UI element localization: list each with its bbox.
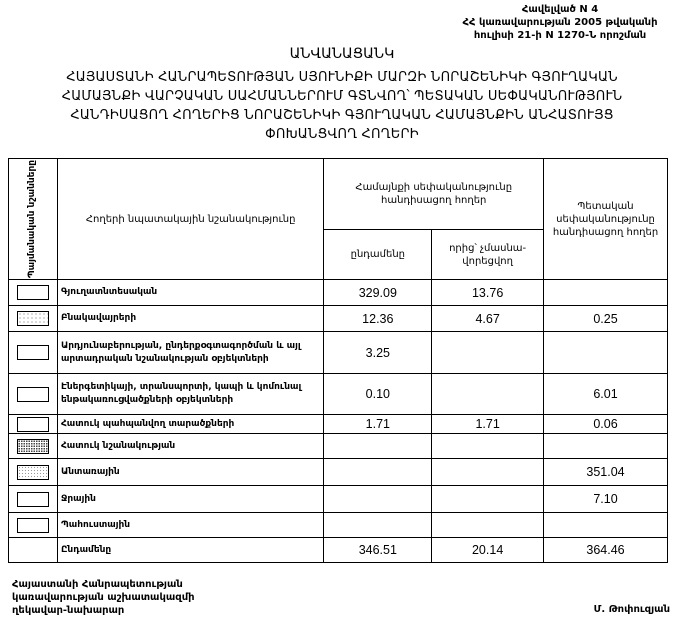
community-non-privatized	[431, 373, 545, 415]
table-row: Բնակավայրերի 12.36 4.67 0.25	[8, 305, 668, 332]
annex-reference: Հավելված N 4 ՀՀ կառավարության 2005 թվակա…	[450, 3, 670, 42]
purpose-label: Անտառային	[56, 458, 325, 486]
purpose-label: Հատուկ պահպանվող տարածքների	[56, 414, 325, 434]
purpose-label: Պահուստային	[56, 512, 325, 538]
community-non-privatized	[431, 485, 545, 513]
community-non-privatized	[431, 458, 545, 486]
legend-cell	[8, 331, 58, 374]
purpose-label: Էներգետիկայի, տրանսպորտի, կապի և կոմունա…	[56, 373, 325, 415]
legend-cell	[8, 433, 58, 459]
table-row: Հատուկ պահպանվող տարածքների 1.71 1.71 0.…	[8, 414, 668, 434]
legend-swatch-icon	[16, 386, 49, 402]
table-row: Պահուստային	[8, 512, 668, 538]
state-land	[543, 279, 668, 306]
signatory-line: կառավարության աշխատակազմի	[12, 592, 195, 603]
table-row: Անտառային 351.04	[8, 458, 668, 486]
community-total	[323, 458, 433, 486]
community-total: 0.10	[323, 373, 433, 415]
annex-decision: ՀՀ կառավարության 2005 թվականի	[462, 17, 658, 28]
totals-row: Ընդամենը 346.51 20.14 364.46	[8, 537, 668, 563]
table-row: Ջրային 7.10	[8, 485, 668, 513]
subtitle-line: ՓՈԽԱՆՑՎՈՂ ՀՈՂԵՐԻ	[265, 127, 419, 142]
state-land: 7.10	[543, 485, 668, 513]
header-purpose: Հողերի նպատակային նշանակությունը	[56, 158, 325, 280]
document-title: ԱՆՎԱՆԱՑԱՆԿ	[289, 46, 395, 62]
purpose-label: Ջրային	[56, 485, 325, 513]
header-non-privatized: որից՝ չմասնա-վորեցվող	[431, 229, 545, 280]
table-row: Գյուղատնտեսական 329.09 13.76	[8, 279, 668, 306]
legend-cell	[8, 373, 58, 415]
state-land: 0.25	[543, 305, 668, 332]
totals-total: 346.51	[323, 537, 433, 563]
community-total	[323, 485, 433, 513]
signatory-line: Հայաստանի Հանրապետության	[12, 579, 183, 590]
legend-swatch-icon	[16, 311, 49, 326]
table-row: Էներգետիկայի, տրանսպորտի, կապի և կոմունա…	[8, 373, 668, 415]
community-total: 329.09	[323, 279, 433, 306]
purpose-label: Արդյունաբերության, ընդերքօգտագործման և ա…	[56, 331, 325, 374]
legend-swatch-icon	[16, 416, 49, 432]
signatory-line: ղեկավար-նախարար	[12, 605, 125, 616]
subtitle-line: ՀԱՄԱՅՆՔԻ ՎԱՐՉԱԿԱՆ ՍԱՀՄԱՆՆԵՐՈՒՄ ԳՏՆՎՈՂ՝ Պ…	[61, 89, 623, 104]
community-total: 3.25	[323, 331, 433, 374]
totals-non-privatized: 20.14	[431, 537, 545, 563]
header-state: Պետական սեփականությունը հանդիսացող հողեր	[543, 158, 668, 280]
legend-swatch-icon	[16, 491, 49, 507]
legend-swatch-icon	[16, 438, 49, 454]
state-land	[543, 433, 668, 459]
legend-swatch-icon	[16, 345, 49, 360]
community-non-privatized	[431, 433, 545, 459]
header-row: Պայմանական նշանները Հողերի նպատակային նշ…	[8, 158, 668, 280]
totals-label: Ընդամենը	[56, 537, 325, 563]
community-non-privatized: 13.76	[431, 279, 545, 306]
header-subrow: ընդամենը որից՝ չմասնա-վորեցվող	[9, 229, 668, 280]
community-total	[323, 512, 433, 538]
header-legend: Պայմանական նշանները	[8, 158, 58, 280]
subtitle-line: ՀԱՅԱՍՏԱՆԻ ՀԱՆՐԱՊԵՏՈՒԹՅԱՆ ՍՅՈՒՆԻՔԻ ՄԱՐԶԻ …	[66, 70, 618, 85]
legend-cell	[8, 305, 58, 332]
state-land: 0.06	[543, 414, 668, 434]
header-community: Համայնքի սեփականությունը հանդիսացող հողե…	[323, 158, 545, 230]
purpose-label: Հատուկ նշանակության	[56, 433, 325, 459]
community-total: 12.36	[323, 305, 433, 332]
state-land	[543, 512, 668, 538]
community-non-privatized: 1.71	[431, 414, 545, 434]
table-row: Հատուկ նշանակության	[8, 433, 668, 459]
header-total: ընդամենը	[323, 229, 433, 280]
signatory-name: Մ. Թոփուզյան	[593, 604, 670, 615]
community-non-privatized	[431, 512, 545, 538]
legend-cell	[8, 414, 58, 434]
legend-cell	[8, 512, 58, 538]
signatory-title: Հայաստանի Հանրապետության կառավարության ա…	[12, 578, 195, 617]
legend-cell	[8, 485, 58, 513]
land-table: Պայմանական նշանները Հողերի նպատակային նշ…	[8, 158, 668, 563]
annex-number: Հավելված N 4	[521, 4, 599, 15]
totals-state: 364.46	[543, 537, 668, 563]
community-total: 1.71	[323, 414, 433, 434]
annex-date: հուլիսի 21-ի N 1270-Ն որոշման	[473, 30, 647, 41]
legend-cell	[8, 279, 58, 306]
community-total	[323, 433, 433, 459]
community-non-privatized: 4.67	[431, 305, 545, 332]
legend-swatch-icon	[16, 517, 49, 533]
state-land: 6.01	[543, 373, 668, 415]
purpose-label: Գյուղատնտեսական	[56, 279, 325, 306]
subtitle-line: ՀԱՆԴԻՍԱՑՈՂ ՀՈՂԵՐԻՑ ՆՈՐԱՇԵՆԻԿԻ ԳՅՈՒՂԱԿԱՆ …	[70, 108, 614, 123]
legend-swatch-icon	[16, 285, 49, 300]
purpose-label: Բնակավայրերի	[56, 305, 325, 332]
state-land: 351.04	[543, 458, 668, 486]
state-land	[543, 331, 668, 374]
legend-cell	[8, 458, 58, 486]
table-row: Արդյունաբերության, ընդերքօգտագործման և ա…	[8, 331, 668, 374]
document-subtitle: ՀԱՅԱՍՏԱՆԻ ՀԱՆՐԱՊԵՏՈՒԹՅԱՆ ՍՅՈՒՆԻՔԻ ՄԱՐԶԻ …	[0, 68, 684, 144]
legend-swatch-icon	[16, 464, 49, 480]
community-non-privatized	[431, 331, 545, 374]
